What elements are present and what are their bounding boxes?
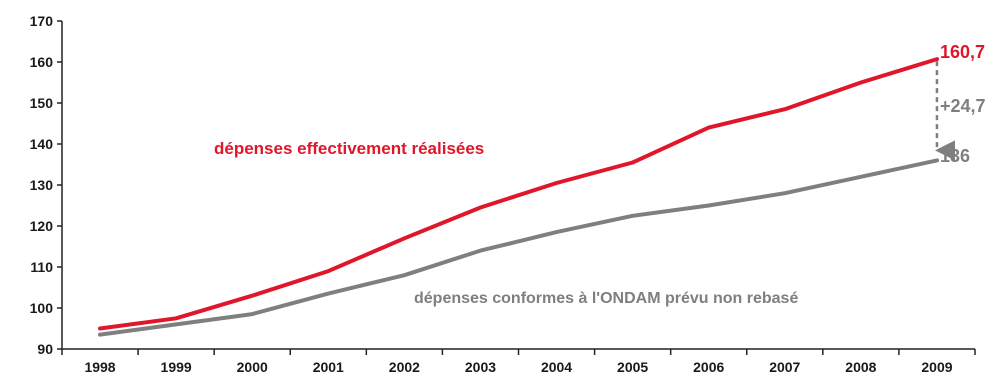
series-lines (98, 57, 939, 337)
difference-label: +24,7 (940, 96, 986, 116)
y-tick-label: 150 (30, 95, 54, 111)
y-tick-label: 170 (30, 13, 54, 29)
x-tick-label: 2005 (617, 359, 648, 375)
series-label-red: dépenses effectivement réalisées (214, 139, 484, 158)
x-tick-label: 2006 (693, 359, 724, 375)
x-tick-label: 2008 (845, 359, 876, 375)
x-tick-label: 2004 (541, 359, 572, 375)
x-tick-label: 1999 (161, 359, 192, 375)
annotations: dépenses effectivement réalisées dépense… (214, 42, 986, 307)
x-tick-label: 2001 (313, 359, 344, 375)
y-tick-label: 100 (30, 300, 54, 316)
series-line-red (98, 57, 939, 331)
series-label-grey: dépenses conformes à l'ONDAM prévu non r… (414, 290, 798, 307)
x-tick-label: 2002 (389, 359, 420, 375)
x-tick-label: 1998 (84, 359, 115, 375)
y-tick-label: 160 (30, 54, 54, 70)
end-value-grey: 136 (940, 146, 970, 166)
y-tick-label: 90 (37, 341, 53, 357)
x-tick-label: 2003 (465, 359, 496, 375)
x-tick-label: 2000 (237, 359, 268, 375)
y-tick-label: 120 (30, 218, 54, 234)
y-tick-label: 140 (30, 136, 54, 152)
axes: 90 100 110 120 130 140 150 160 170 1998 1999 2000 20… (30, 13, 976, 375)
y-tick-label: 130 (30, 177, 54, 193)
x-tick-label: 2009 (921, 359, 952, 375)
end-value-red: 160,7 (940, 42, 985, 62)
x-tick-label: 2007 (769, 359, 800, 375)
y-tick-label: 110 (30, 259, 53, 275)
series-line-grey (98, 158, 939, 337)
